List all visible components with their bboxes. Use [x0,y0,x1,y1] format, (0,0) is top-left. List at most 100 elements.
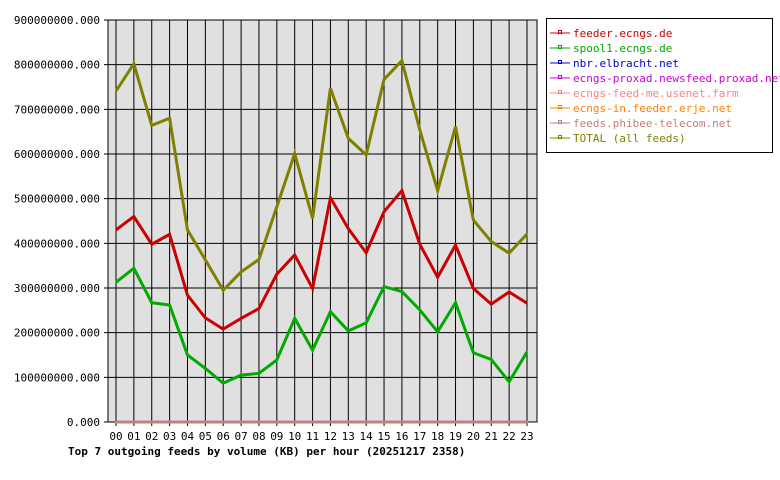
data-point [204,367,207,370]
data-point [186,354,189,356]
data-point [472,351,475,354]
data-point [133,215,135,218]
data-point [311,287,314,290]
data-point [329,196,332,199]
data-point [401,59,403,62]
x-tick-label: 22 [503,430,516,443]
legend-marker [558,90,562,94]
data-point [490,358,493,361]
x-tick-label: 17 [413,430,426,443]
data-point [436,330,439,333]
data-point [168,304,171,306]
data-point [436,421,439,423]
data-point [365,322,367,324]
x-tick-label: 02 [145,430,158,443]
x-tick-label: 09 [270,430,283,443]
data-point [508,381,510,383]
x-tick-label: 00 [109,430,122,443]
data-point [276,205,278,208]
chart-title: Top 7 outgoing feeds by volume (KB) per … [68,445,466,458]
data-point [401,421,403,423]
x-tick-label: 13 [342,430,355,443]
x-tick-label: 16 [395,430,408,443]
data-point [418,309,421,311]
data-point [150,421,153,423]
data-point [204,421,207,423]
data-point [293,152,296,155]
x-tick-label: 14 [360,430,374,443]
series-line-spool1-ecngs-de [115,266,529,385]
data-point [168,233,171,236]
data-point [526,302,528,304]
data-point [133,62,135,65]
x-tick-label: 01 [127,430,140,443]
legend: feeder.ecngs.de spool1.ecngs.de nbr.elbrac… [546,18,780,153]
data-point [276,359,278,361]
data-point [401,290,403,293]
y-tick-label: 200000000.000 [14,327,100,340]
data-point [115,229,117,231]
data-point [490,303,493,305]
data-point [365,251,367,254]
data-point [293,254,296,256]
data-point [186,294,189,296]
y-tick-label: 0.000 [67,416,100,429]
x-tick-label: 15 [377,430,390,443]
data-point [526,233,528,235]
data-point [436,276,439,279]
x-tick-label: 10 [288,430,301,443]
data-point [329,421,332,423]
data-point [508,291,510,293]
series-line-total-all-feeds- [114,57,529,293]
x-tick-label: 06 [217,430,230,443]
legend-marker [558,120,562,124]
legend-marker [558,135,562,139]
x-tick-label: 12 [324,430,337,443]
legend-marker [558,45,562,49]
legend-marker [558,60,562,64]
data-point [311,217,314,220]
data-point [347,227,350,230]
data-point [115,281,117,283]
x-tick-label: 19 [449,430,462,443]
data-point [526,351,528,353]
data-point [133,421,135,423]
y-tick-label: 800000000.000 [14,59,100,72]
y-tick-label: 500000000.000 [14,193,100,206]
data-point [383,78,385,81]
data-point [383,210,385,213]
data-point [418,243,421,246]
data-point [472,219,475,221]
data-point [401,189,403,192]
data-point [311,421,314,423]
data-point [258,421,260,423]
y-tick-label: 300000000.000 [14,282,100,295]
data-point [508,252,510,254]
data-point [168,421,171,423]
data-point [365,154,367,156]
data-point [490,421,493,423]
data-point [204,317,207,319]
legend-marker [558,105,562,109]
data-point [365,421,367,423]
y-tick-label: 700000000.000 [14,103,100,116]
data-point [240,421,242,423]
data-point [240,317,242,320]
data-point [168,117,171,120]
data-point [150,124,153,127]
data-point [222,328,225,330]
data-point [347,330,350,332]
x-tick-label: 04 [181,430,195,443]
y-tick-label: 400000000.000 [14,237,100,250]
legend-label: ecngs-in.feeder.erje.net [573,102,732,115]
data-point [258,307,260,310]
x-tick-label: 07 [234,430,247,443]
data-point [526,421,528,423]
series-line-feeder-ecngs-de [115,187,528,331]
data-point [186,421,189,423]
data-point [240,374,242,376]
data-point [133,267,135,270]
x-tick-label: 18 [431,430,444,443]
data-point [329,310,332,313]
